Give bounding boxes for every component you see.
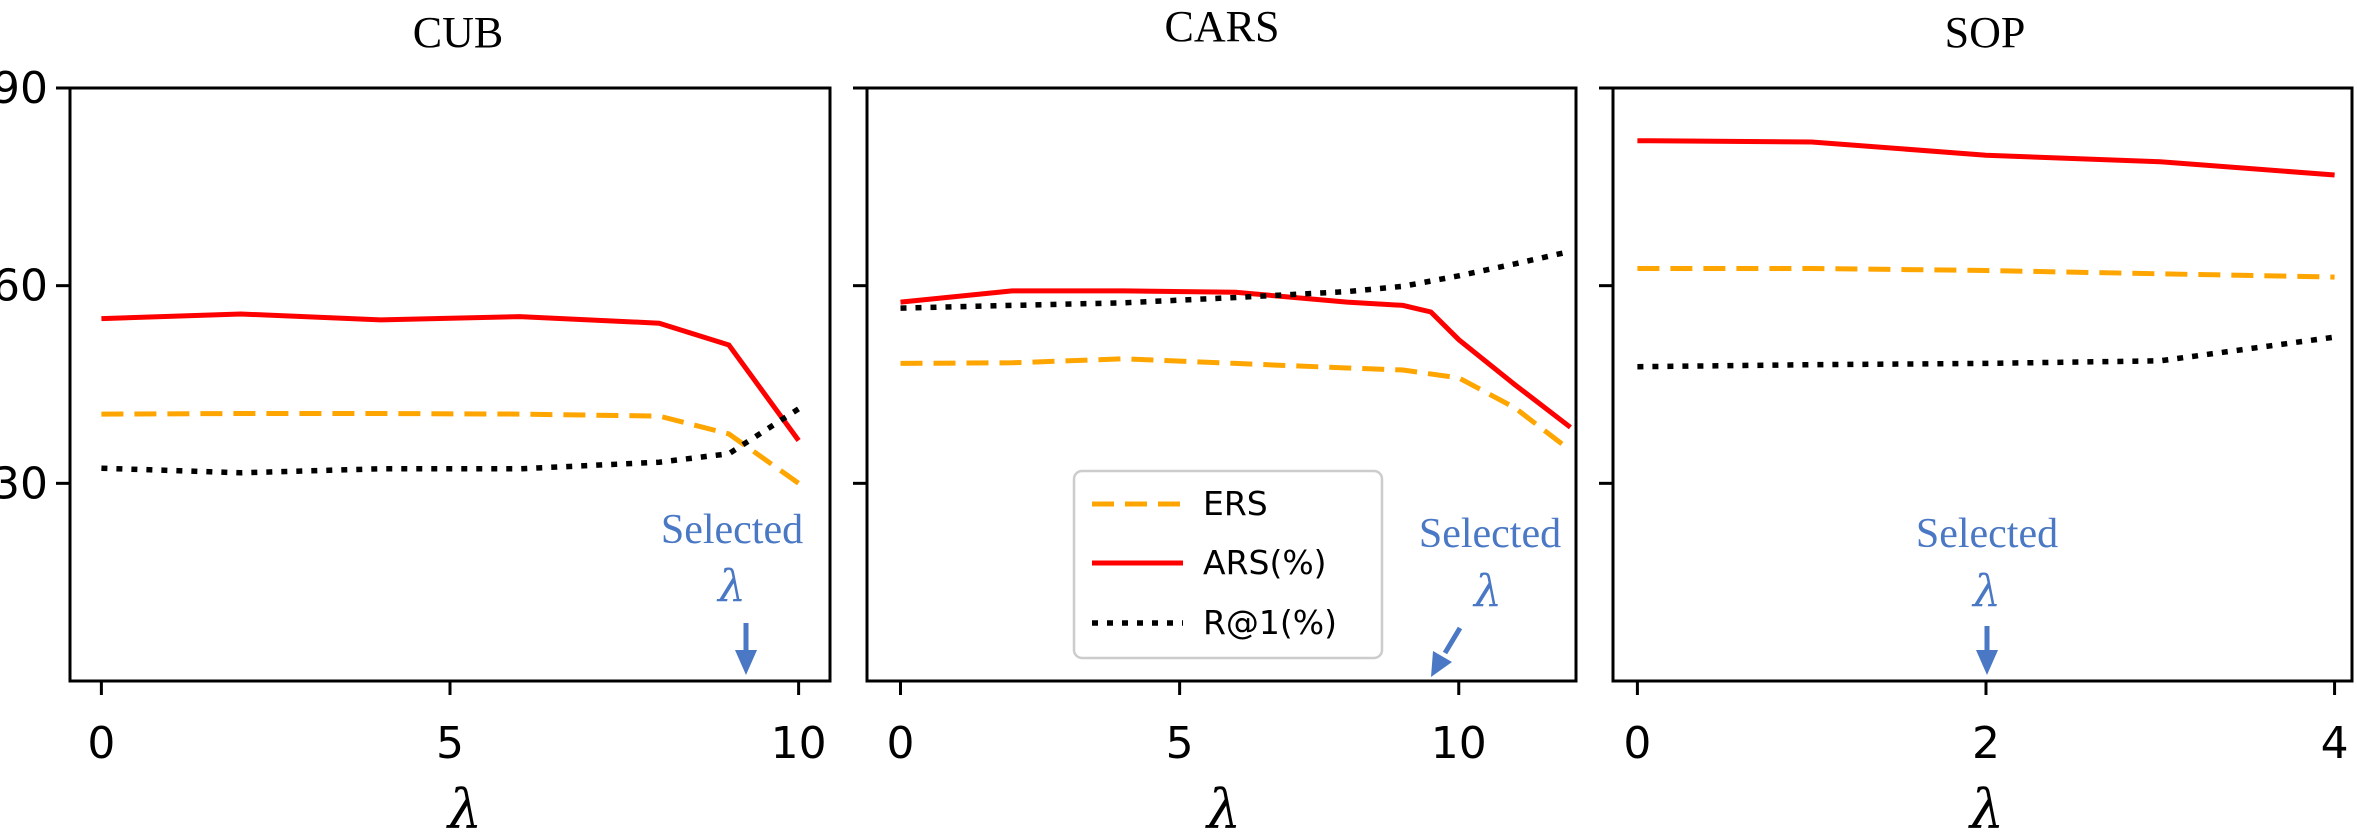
cub-r1-line [101, 409, 798, 473]
cub-x-tick-label: 10 [771, 718, 827, 769]
cars-selected-arrow-shaft [1445, 628, 1460, 653]
cars-title: CARS [1165, 2, 1280, 51]
cars-selected-label: Selected [1419, 511, 1561, 557]
cars-selected-annotation: Selected λ [1419, 511, 1561, 677]
sop-selected-annotation: Selected λ [1916, 511, 2058, 675]
legend: ERS ARS(%) R@1(%) [1074, 471, 1382, 658]
cub-title: CUB [413, 8, 503, 57]
cub-x-tick-label: 5 [436, 718, 464, 769]
figure: CUB CARS SOP λ λ λ 0 5 10 30 60 90 0 5 10 0 2 4 Sel… [0, 0, 2357, 838]
cars-x-tick-label: 5 [1166, 718, 1194, 769]
cars-r1-line [901, 251, 1571, 308]
sop-selected-lambda: λ [1971, 566, 2001, 617]
cub-selected-label: Selected [661, 507, 803, 553]
cub-y-tick-label: 30 [0, 458, 48, 509]
sop-selected-arrow-head [1976, 650, 1998, 675]
cub-x-axis-label: λ [446, 778, 482, 838]
cars-ers-line [901, 359, 1571, 451]
legend-ers-label: ERS [1203, 484, 1268, 523]
cars-selected-arrow-head [1431, 651, 1452, 677]
cars-series [901, 251, 1571, 450]
cub-y-tick-label: 60 [0, 261, 48, 312]
cub-x-tick-label: 0 [87, 718, 115, 769]
legend-r1-label: R@1(%) [1203, 603, 1337, 642]
cars-selected-lambda: λ [1472, 566, 1502, 617]
sop-ars-line [1637, 141, 2334, 175]
sop-selected-label: Selected [1916, 511, 2058, 557]
cub-ers-line [101, 414, 798, 484]
sop-x-tick-label: 4 [2321, 718, 2349, 769]
cub-selected-lambda: λ [716, 561, 746, 612]
sop-r1-line [1637, 337, 2334, 367]
sop-ers-line [1637, 269, 2334, 278]
sop-title: SOP [1945, 8, 2026, 57]
cub-ars-line [101, 314, 798, 441]
cub-selected-annotation: Selected λ [661, 507, 803, 675]
cars-x-tick-label: 10 [1431, 718, 1487, 769]
cub-y-tick-label: 90 [0, 63, 48, 114]
cars-ars-line [901, 291, 1571, 427]
cars-x-tick-label: 0 [886, 718, 914, 769]
sop-x-tick-label: 2 [1972, 718, 2000, 769]
cub-plot-frame [70, 88, 830, 681]
sop-series [1637, 141, 2334, 367]
cars-x-axis-label: λ [1205, 778, 1241, 838]
sop-x-tick-label: 0 [1623, 718, 1651, 769]
cub-series [101, 314, 798, 483]
legend-ars-label: ARS(%) [1203, 543, 1327, 582]
sop-x-axis-label: λ [1968, 778, 2004, 838]
cub-selected-arrow-head [735, 650, 757, 675]
